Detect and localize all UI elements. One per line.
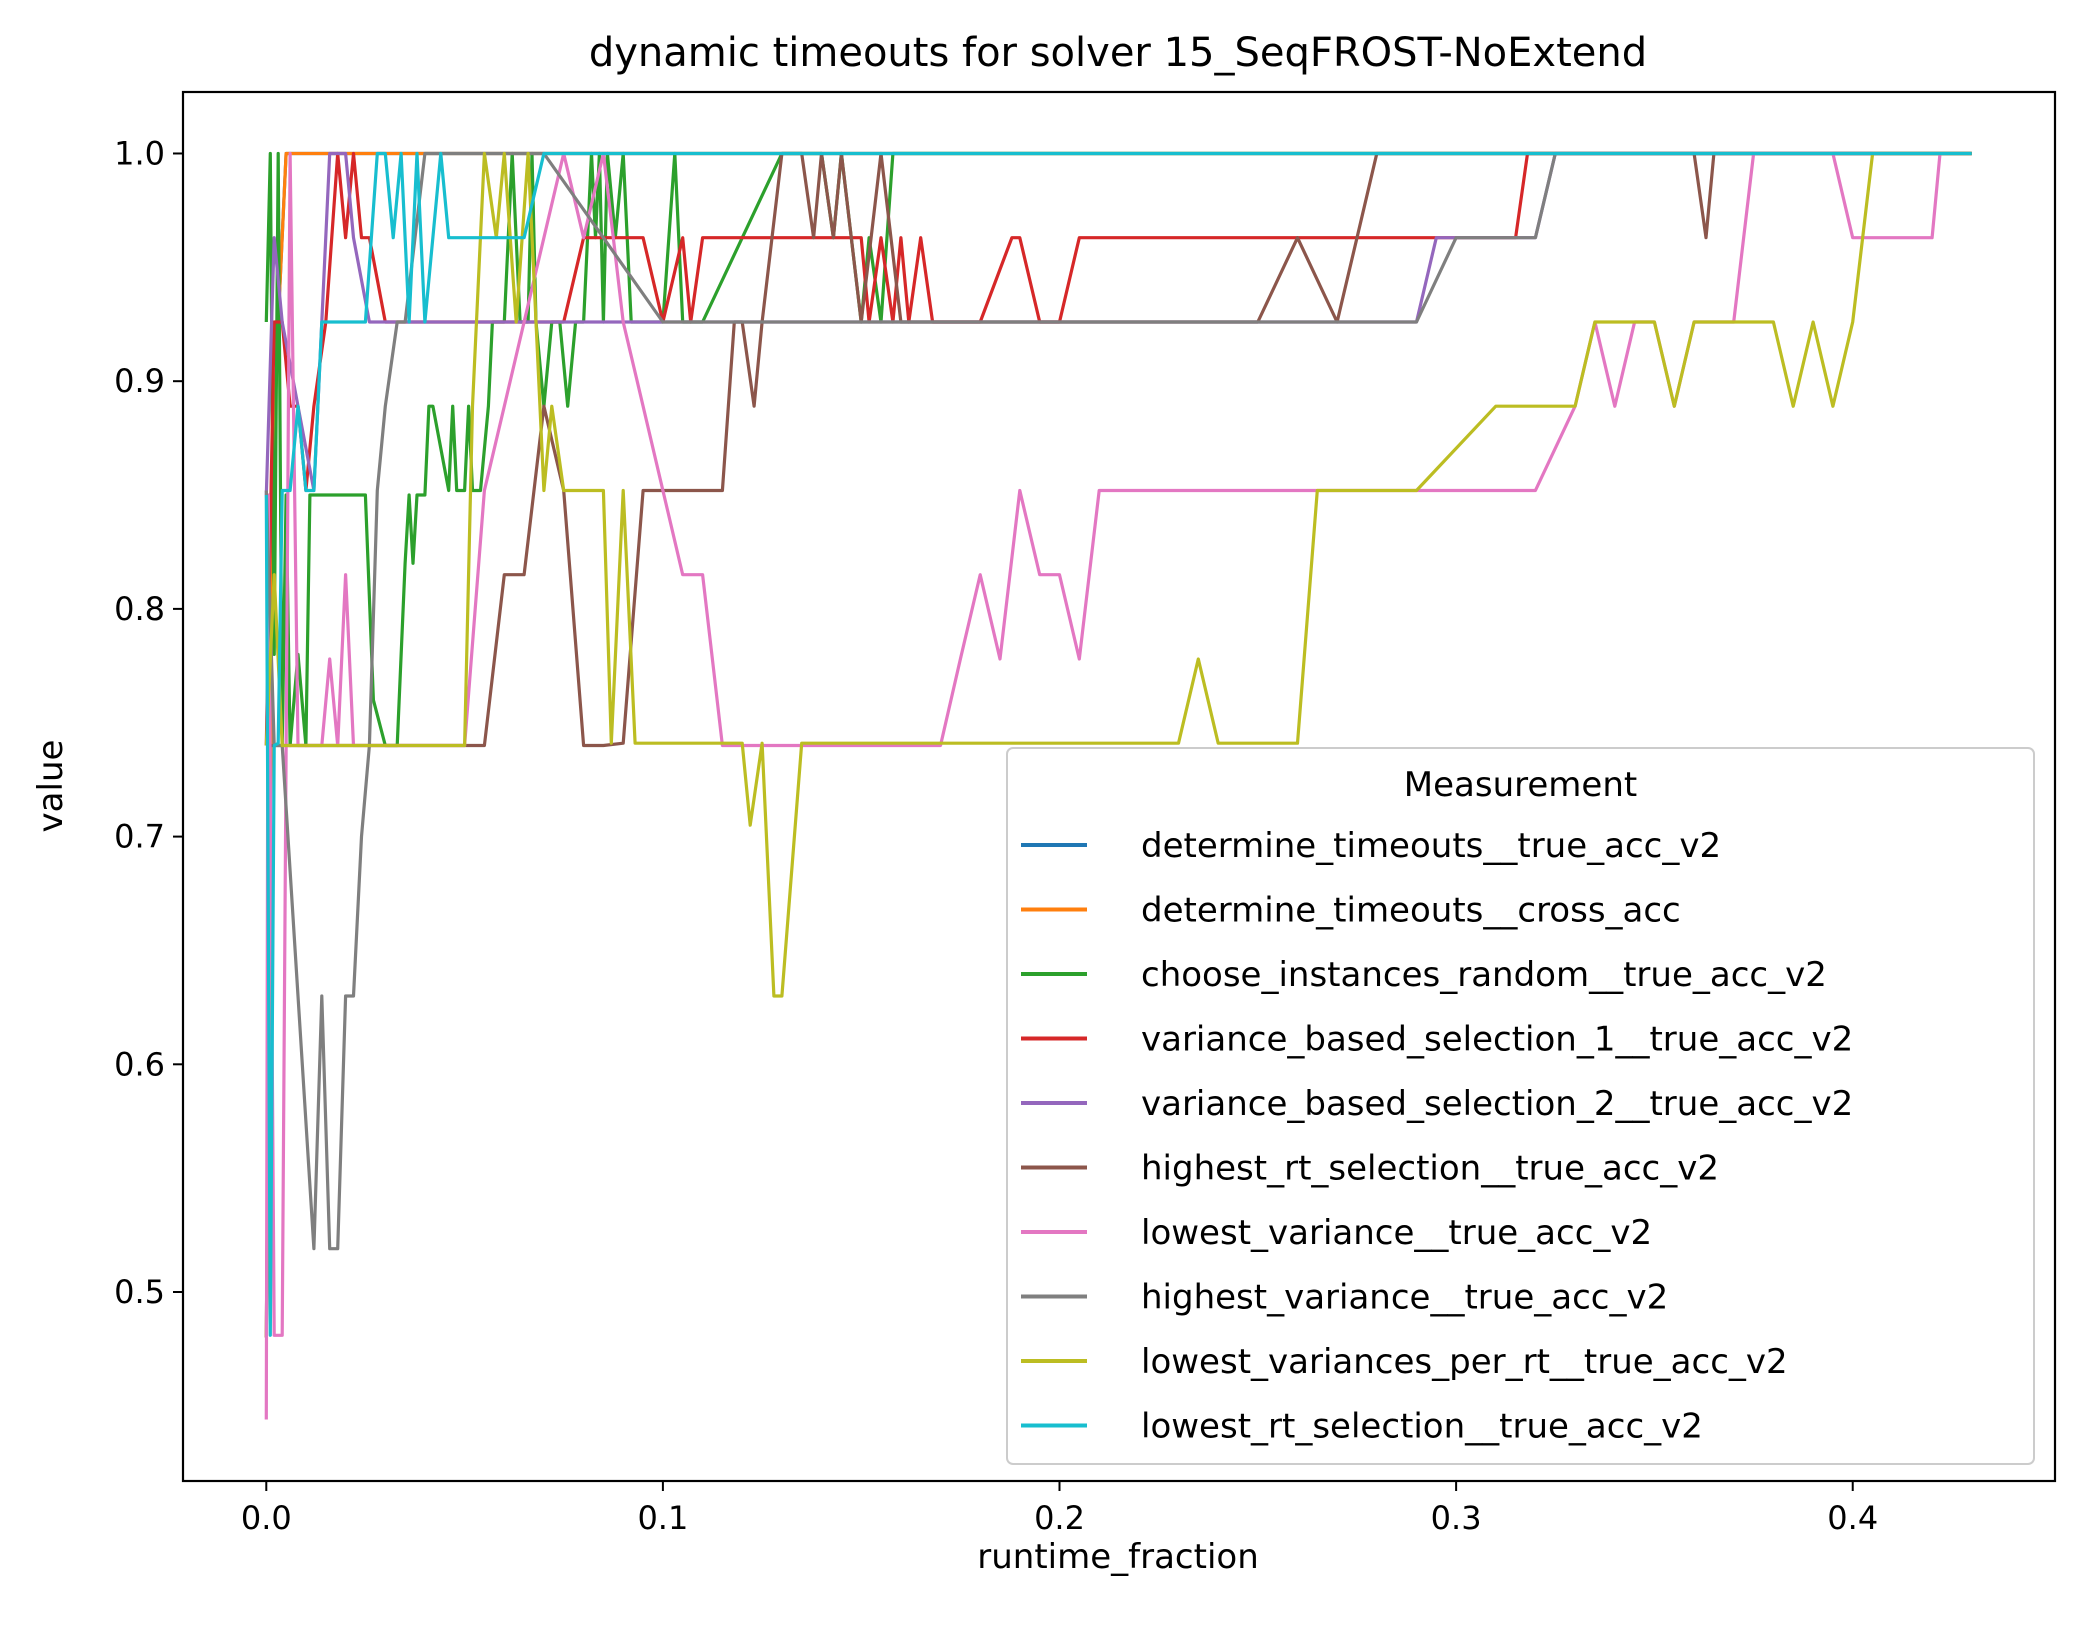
legend-label: lowest_variance__true_acc_v2 — [1141, 1213, 1652, 1253]
legend-box — [1006, 747, 2035, 1465]
plot-area-frame — [181, 90, 2057, 1483]
legend-label: determine_timeouts__cross_acc — [1141, 891, 1681, 931]
legend-label: highest_variance__true_acc_v2 — [1141, 1278, 1668, 1318]
series-line-7 — [264, 151, 1972, 1251]
x-tick-label: 0.2 — [1034, 1499, 1085, 1537]
y-axis-title: value — [31, 740, 71, 833]
x-axis: 0.0 0.1 0.2 0.3 0.4 — [241, 1481, 1878, 1537]
series-line-3 — [264, 151, 1972, 746]
y-tick-label: 0.9 — [114, 362, 165, 400]
legend-label: lowest_rt_selection__true_acc_v2 — [1141, 1407, 1703, 1447]
series-line-9 — [264, 151, 1972, 1337]
legend: Measurement determine_timeouts__true_acc_… — [1006, 747, 2035, 1465]
x-axis-title: runtime_fraction — [977, 1537, 1259, 1577]
x-tick-label: 0.3 — [1431, 1499, 1482, 1537]
legend-label: choose_instances_random__true_acc_v2 — [1141, 955, 1827, 995]
legend-label: variance_based_selection_2__true_acc_v2 — [1141, 1084, 1853, 1124]
legend-title: Measurement — [1404, 765, 1637, 805]
y-tick-label: 1.0 — [114, 134, 165, 172]
y-tick-label: 0.8 — [114, 590, 165, 628]
x-tick-label: 0.1 — [637, 1499, 688, 1537]
x-tick-label: 0.4 — [1827, 1499, 1878, 1537]
y-axis: 0.5 0.6 0.7 0.8 0.9 1.0 — [114, 134, 183, 1311]
series-layer — [264, 151, 1972, 1420]
legend-label: highest_rt_selection__true_acc_v2 — [1141, 1149, 1719, 1189]
x-tick-label: 0.0 — [241, 1499, 292, 1537]
y-tick-label: 0.5 — [114, 1273, 165, 1311]
legend-label: lowest_variances_per_rt__true_acc_v2 — [1141, 1342, 1788, 1382]
chart-title: dynamic timeouts for solver 15_SeqFROST-… — [589, 30, 1647, 76]
y-tick-label: 0.6 — [114, 1045, 165, 1083]
y-tick-label: 0.7 — [114, 818, 165, 856]
legend-label: variance_based_selection_1__true_acc_v2 — [1141, 1020, 1853, 1060]
legend-label: determine_timeouts__true_acc_v2 — [1141, 826, 1721, 866]
